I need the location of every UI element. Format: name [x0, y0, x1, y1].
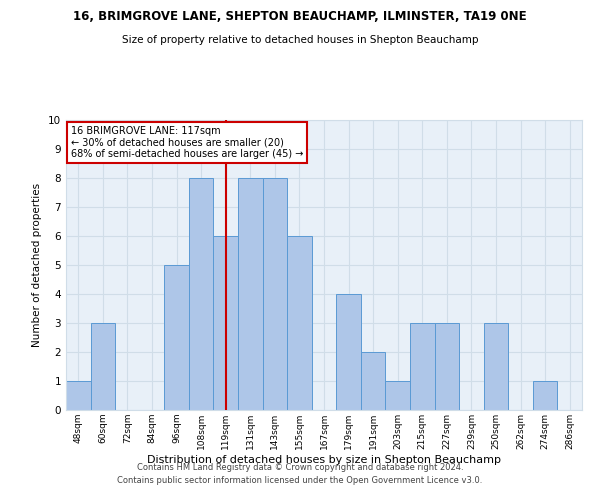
Bar — [484, 323, 508, 410]
Bar — [533, 381, 557, 410]
Y-axis label: Number of detached properties: Number of detached properties — [32, 183, 43, 347]
Bar — [263, 178, 287, 410]
Bar — [410, 323, 434, 410]
Bar — [189, 178, 214, 410]
Bar — [214, 236, 238, 410]
Text: Size of property relative to detached houses in Shepton Beauchamp: Size of property relative to detached ho… — [122, 35, 478, 45]
Bar — [385, 381, 410, 410]
Bar — [434, 323, 459, 410]
Bar — [91, 323, 115, 410]
Bar — [287, 236, 312, 410]
Bar — [66, 381, 91, 410]
Text: Contains HM Land Registry data © Crown copyright and database right 2024.
Contai: Contains HM Land Registry data © Crown c… — [118, 464, 482, 485]
Bar — [361, 352, 385, 410]
Bar — [336, 294, 361, 410]
Bar — [238, 178, 263, 410]
X-axis label: Distribution of detached houses by size in Shepton Beauchamp: Distribution of detached houses by size … — [147, 454, 501, 464]
Bar — [164, 265, 189, 410]
Text: 16 BRIMGROVE LANE: 117sqm
← 30% of detached houses are smaller (20)
68% of semi-: 16 BRIMGROVE LANE: 117sqm ← 30% of detac… — [71, 126, 304, 159]
Text: 16, BRIMGROVE LANE, SHEPTON BEAUCHAMP, ILMINSTER, TA19 0NE: 16, BRIMGROVE LANE, SHEPTON BEAUCHAMP, I… — [73, 10, 527, 23]
